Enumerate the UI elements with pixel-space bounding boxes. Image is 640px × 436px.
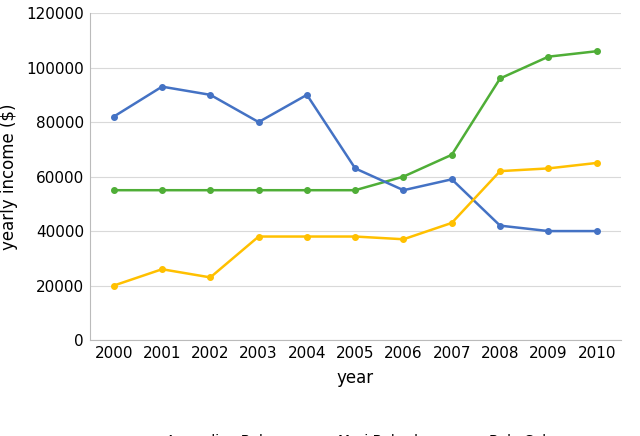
Bolo Cakery	[545, 166, 552, 171]
Bolo Cakery	[255, 234, 262, 239]
Amandine Bakery	[255, 187, 262, 193]
Bolo Cakery	[158, 267, 166, 272]
Mari Bakeshop	[207, 92, 214, 98]
Amandine Bakery	[545, 54, 552, 59]
Y-axis label: yearly income ($): yearly income ($)	[0, 103, 18, 250]
Amandine Bakery	[399, 174, 407, 179]
Amandine Bakery	[593, 49, 600, 54]
Mari Bakeshop	[448, 177, 456, 182]
Bolo Cakery	[303, 234, 311, 239]
Bolo Cakery	[496, 169, 504, 174]
Line: Amandine Bakery: Amandine Bakery	[111, 48, 600, 193]
Bolo Cakery	[399, 237, 407, 242]
Amandine Bakery	[351, 187, 359, 193]
Bolo Cakery	[351, 234, 359, 239]
Mari Bakeshop	[303, 92, 311, 98]
Mari Bakeshop	[255, 119, 262, 125]
Amandine Bakery	[448, 152, 456, 157]
Bolo Cakery	[448, 220, 456, 225]
Bolo Cakery	[593, 160, 600, 166]
Amandine Bakery	[303, 187, 311, 193]
Line: Mari Bakeshop: Mari Bakeshop	[111, 84, 600, 234]
Mari Bakeshop	[545, 228, 552, 234]
Amandine Bakery	[158, 187, 166, 193]
Mari Bakeshop	[110, 114, 118, 119]
Mari Bakeshop	[158, 84, 166, 89]
Bolo Cakery	[207, 275, 214, 280]
Line: Bolo Cakery: Bolo Cakery	[111, 160, 600, 288]
Amandine Bakery	[207, 187, 214, 193]
Mari Bakeshop	[351, 166, 359, 171]
Mari Bakeshop	[593, 228, 600, 234]
Legend: Amandine Bakery, Mari Bakeshop, Bolo Cakery: Amandine Bakery, Mari Bakeshop, Bolo Cak…	[132, 429, 578, 436]
Amandine Bakery	[496, 76, 504, 81]
Bolo Cakery	[110, 283, 118, 288]
X-axis label: year: year	[337, 369, 374, 387]
Mari Bakeshop	[496, 223, 504, 228]
Amandine Bakery	[110, 187, 118, 193]
Mari Bakeshop	[399, 187, 407, 193]
